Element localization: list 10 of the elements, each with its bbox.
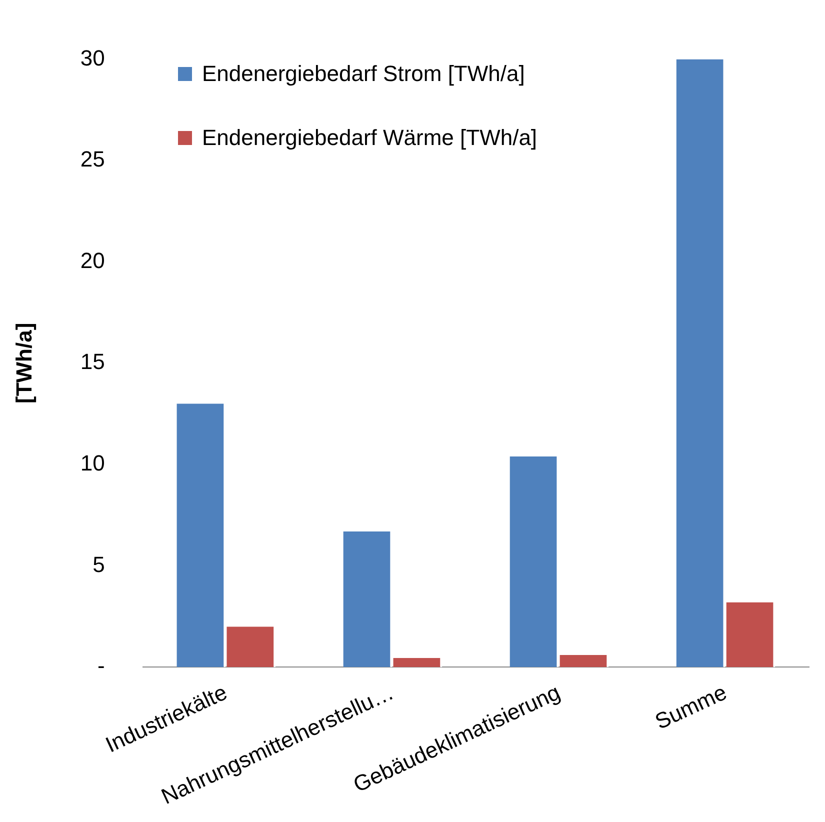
y-tick-label: 20 <box>80 248 105 273</box>
y-tick-label: 15 <box>80 349 105 374</box>
y-tick-label: 5 <box>92 552 105 577</box>
legend-label: Endenergiebedarf Wärme [TWh/a] <box>202 124 538 152</box>
y-tick-label: 30 <box>80 45 105 70</box>
y-tick-label: 25 <box>80 146 105 172</box>
y-tick-label: - <box>98 653 105 678</box>
legend-label: Endenergiebedarf Strom [TWh/a] <box>202 60 526 88</box>
y-axis-title: [TWh/a] <box>11 322 36 404</box>
y-tick-label: 10 <box>80 450 105 476</box>
